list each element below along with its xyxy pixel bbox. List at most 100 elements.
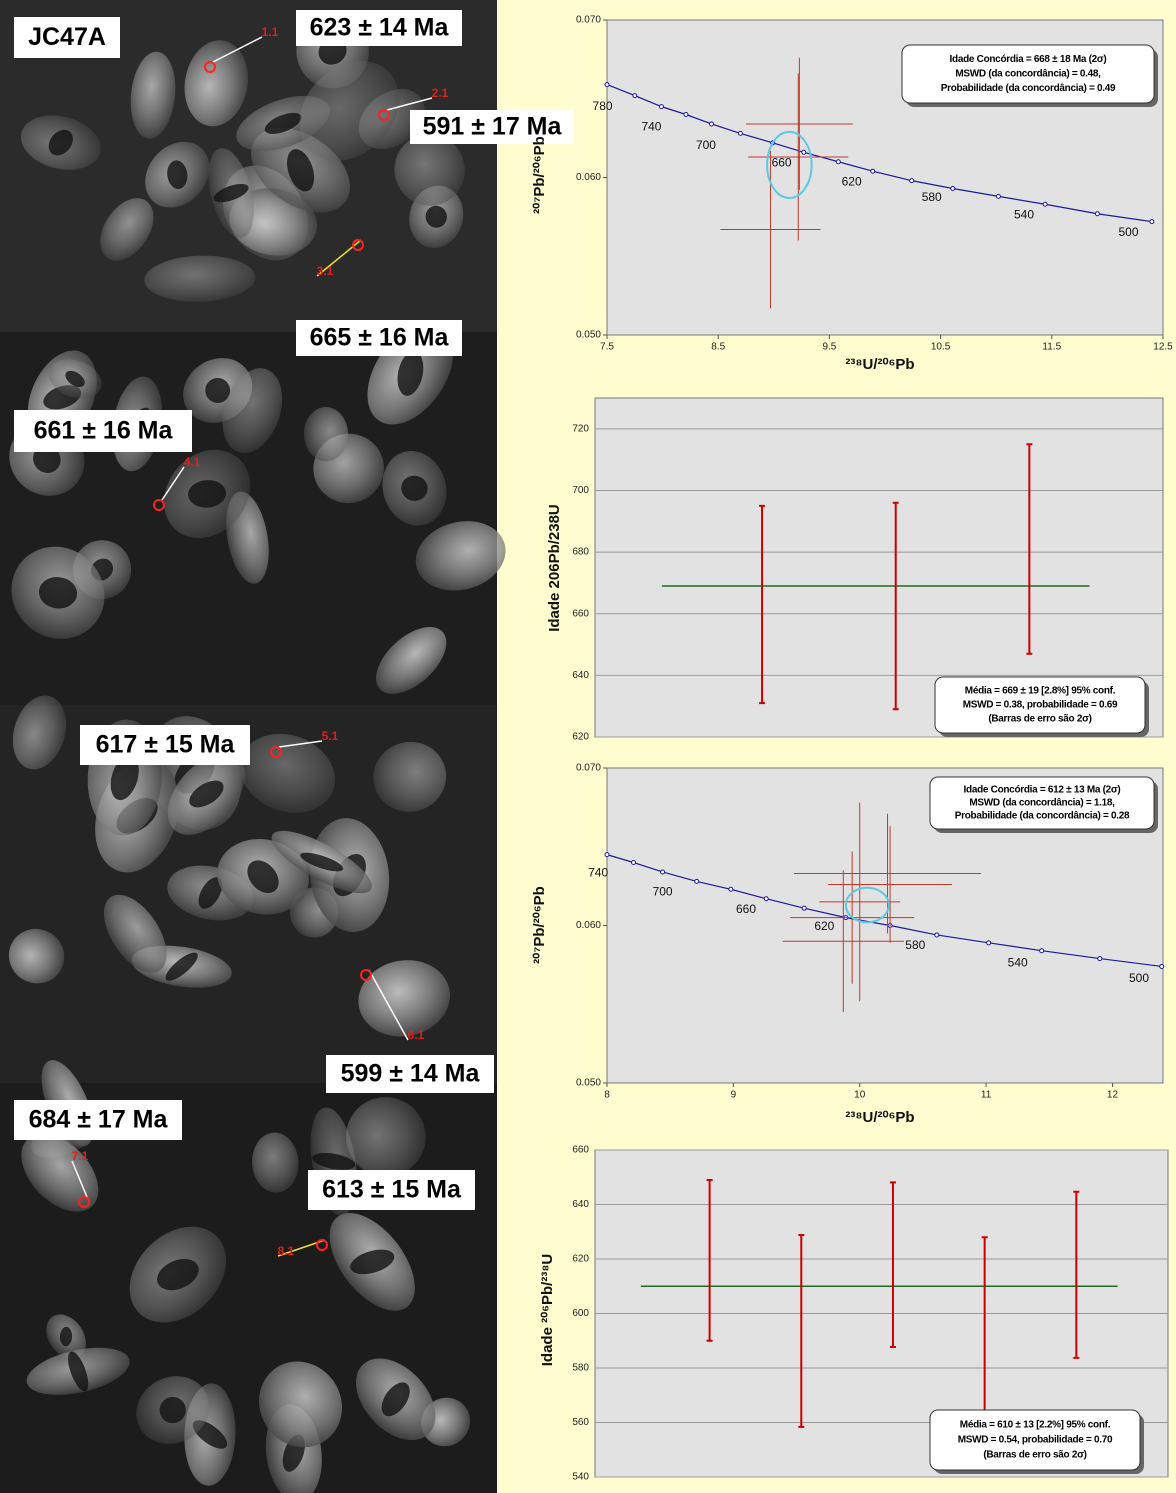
age-label: 599 ± 14 Ma (341, 1060, 481, 1088)
spot-arrow (386, 97, 433, 111)
spot-marker (316, 1239, 328, 1251)
annotation-box (929, 1409, 1141, 1471)
y-axis-label: Idade 206Pb/238U (546, 504, 563, 632)
error-bar (1073, 1190, 1080, 1359)
concordia-point (909, 178, 915, 184)
age-label: 500 (1129, 971, 1149, 985)
zircon-grain (345, 1097, 426, 1177)
age-label: 613 ± 15 Ma (322, 1176, 462, 1204)
grain-core (397, 351, 424, 396)
zircon-grain (373, 741, 447, 812)
spot-label: 8.1 (278, 1244, 295, 1258)
grain-core (425, 205, 447, 228)
annotation-line: (Barras de erro são 2σ) (988, 714, 1091, 725)
age-label: 500 (1119, 225, 1139, 239)
spot-label: 5.1 (322, 729, 339, 743)
y-axis-label: Idade ²⁰⁶Pb/²³⁸U (539, 1254, 556, 1367)
age-label-box (14, 1100, 182, 1140)
spot-label: 1.1 (262, 25, 279, 39)
concordia-point (658, 104, 664, 110)
age-label: 540 (1014, 207, 1034, 221)
y-tick-label: 0.070 (576, 15, 601, 26)
spot-arrow (161, 466, 185, 501)
concordia-point (801, 905, 807, 911)
grain-core (286, 149, 315, 192)
grain-core (381, 1382, 410, 1417)
annotation-box (929, 776, 1155, 830)
y-axis-label: ²⁰⁷Pb/²⁰⁶Pb (531, 886, 548, 964)
age-label: 740 (588, 866, 608, 880)
grain-core (312, 1152, 356, 1170)
age-label: 740 (641, 119, 661, 133)
zircon-grain (259, 1361, 343, 1448)
zircon-grain (394, 134, 465, 206)
concordia-point (1159, 963, 1165, 969)
age-label-box (80, 725, 250, 765)
zircon-grain (299, 60, 399, 161)
photo-labels: JC47A 623 ± 14 Ma 591 ± 17 Ma 665 ± 16 Ma 1.… (14, 10, 574, 1258)
age-label: 540 (1008, 955, 1028, 969)
x-tick-label: 12 (1107, 1090, 1119, 1101)
spot-arrow (71, 1160, 88, 1198)
grain-core (68, 1351, 89, 1392)
age-label: JC47A (28, 23, 106, 51)
age-label-box (14, 410, 192, 452)
spot-label: 3.1 (317, 264, 334, 278)
y-tick-label: 560 (572, 1417, 589, 1428)
grain-core (247, 860, 279, 894)
spot-label: 4.1 (184, 455, 201, 469)
concordia-point (631, 860, 637, 865)
grain-core (264, 112, 302, 135)
age-label: 660 (772, 155, 792, 169)
x-axis-label: ²³⁸U/²⁰⁶Pb (845, 356, 914, 373)
error-bar (892, 501, 899, 711)
grain-core (157, 1258, 199, 1291)
grain-core (350, 1249, 395, 1275)
grain-core (38, 577, 78, 609)
charts: 0.050 0.060 0.070 7.5 8.5 9.5 10.5 11.5 12.5 780 7… (531, 15, 1173, 1483)
zircon-grain (21, 1133, 99, 1212)
zircon-grain (103, 894, 167, 973)
age-label: 661 ± 16 Ma (34, 417, 174, 445)
spot-marker (352, 239, 364, 251)
grain-core (65, 370, 85, 388)
zircon-grain (222, 368, 283, 454)
zircon-grain (376, 626, 447, 694)
concordia-point (632, 93, 638, 99)
y-tick-label: 640 (572, 1199, 589, 1210)
age-label-box (296, 10, 462, 46)
annotation-line: Média = 669 ± 19 [2.8%] 95% conf. (965, 686, 1116, 697)
zircon-grain (415, 521, 506, 591)
error-bar (798, 1234, 805, 1428)
spot-arrow (278, 740, 323, 748)
concordia-point (728, 886, 734, 892)
spot-marker (270, 746, 282, 758)
age-label: 700 (696, 138, 716, 152)
concordia-point (950, 186, 956, 192)
x-axis-label: ²³⁸U/²⁰⁶Pb (845, 1109, 914, 1126)
concordia-point (683, 112, 689, 117)
concordia-point (986, 940, 992, 946)
error-bar (706, 1178, 713, 1342)
concordia-curve (606, 854, 1162, 968)
y-tick-label: 0.050 (576, 330, 601, 341)
zircon-grain (8, 928, 65, 984)
spot-marker (360, 969, 372, 981)
age-label: 620 (814, 919, 834, 933)
age-label: 623 ± 14 Ma (310, 14, 450, 42)
x-tick-label: 7.5 (600, 342, 614, 353)
concordia-point (835, 159, 841, 165)
concordia-point (694, 878, 700, 884)
grain-core (167, 160, 188, 189)
x-tick-label: 9.5 (822, 342, 836, 353)
grain-core (300, 852, 344, 872)
age-label: 580 (905, 938, 925, 952)
annotation-line: Média = 610 ± 13 [2.2%] 95% conf. (960, 1420, 1111, 1431)
x-tick-label: 11.5 (1042, 342, 1061, 353)
y-tick-label: 660 (572, 1145, 589, 1156)
annotation-line: Probabilidade (da concordância) = 0.28 (955, 811, 1130, 822)
spot-marker (204, 61, 216, 73)
age-label: 617 ± 15 Ma (96, 731, 236, 759)
annotation-box (901, 44, 1155, 104)
